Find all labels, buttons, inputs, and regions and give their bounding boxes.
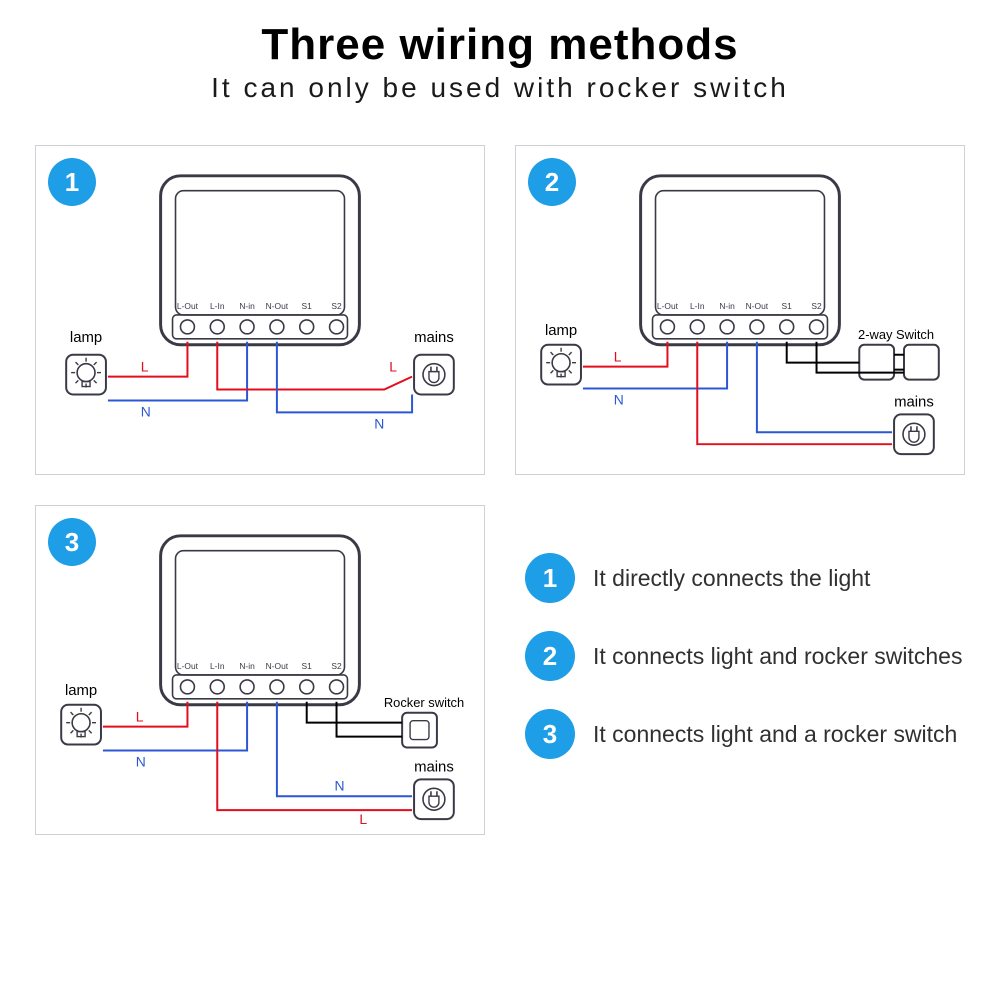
svg-text:L-Out: L-Out [177,301,199,311]
svg-text:2-way Switch: 2-way Switch [858,327,934,342]
wiring-panel-1: 1 L-OutL-InN-inN-OutS1S2 lamp mains L N … [35,145,485,475]
svg-text:N-in: N-in [719,301,735,311]
svg-text:L: L [359,811,367,827]
legend-item-2: 2 It connects light and rocker switches [525,631,965,681]
panel-grid: 1 L-OutL-InN-inN-OutS1S2 lamp mains L N … [35,145,965,835]
svg-text:N: N [136,753,146,769]
svg-text:N: N [141,403,151,419]
svg-text:Rocker switch: Rocker switch [384,695,464,710]
legend: 1 It directly connects the light 2 It co… [515,505,965,835]
svg-text:S1: S1 [302,661,313,671]
svg-text:lamp: lamp [65,683,97,699]
svg-text:lamp: lamp [545,323,577,339]
svg-text:S2: S2 [331,301,342,311]
svg-text:N-Out: N-Out [266,661,289,671]
svg-text:mains: mains [414,330,454,346]
page-title: Three wiring methods [0,20,1000,70]
legend-text-1: It directly connects the light [593,564,870,593]
svg-text:L: L [141,359,149,375]
svg-text:L-In: L-In [210,661,225,671]
svg-text:N-Out: N-Out [746,301,769,311]
wiring-diagram-3: L-Out L-In N-in N-Out S1 S2 lamp mains Rocker… [36,506,484,834]
svg-text:L-Out: L-Out [657,301,679,311]
svg-text:S2: S2 [811,301,822,311]
svg-text:lamp: lamp [70,330,102,346]
legend-item-1: 1 It directly connects the light [525,553,965,603]
svg-text:N: N [614,391,624,407]
wiring-diagram-1: L-OutL-InN-inN-OutS1S2 lamp mains L N L … [36,146,484,474]
legend-text-3: It connects light and a rocker switch [593,720,957,749]
svg-text:mains: mains [414,759,454,775]
legend-badge-2: 2 [525,631,575,681]
svg-text:N-Out: N-Out [266,301,289,311]
svg-text:S1: S1 [302,301,313,311]
wiring-diagram-2: L-Out L-In N-in N-Out S1 S2 lamp mains 2-way … [516,146,964,474]
svg-text:L: L [136,709,144,725]
svg-text:L-Out: L-Out [177,661,199,671]
svg-text:N: N [374,415,384,431]
legend-item-3: 3 It connects light and a rocker switch [525,709,965,759]
svg-text:S2: S2 [331,661,342,671]
svg-text:N-in: N-in [239,301,255,311]
svg-text:L: L [389,359,397,375]
wiring-panel-3: 3 L-OutL-InN-inN-OutS1S2 lamp mains Rock… [35,505,485,835]
svg-text:L-In: L-In [690,301,705,311]
wiring-panel-2: 2 L-OutL-InN-inN-OutS1S2 lamp mains 2-wa… [515,145,965,475]
legend-badge-1: 1 [525,553,575,603]
svg-text:L-In: L-In [210,301,225,311]
svg-text:N: N [335,777,345,793]
svg-text:mains: mains [894,394,934,410]
legend-badge-3: 3 [525,709,575,759]
legend-text-2: It connects light and rocker switches [593,642,962,671]
svg-text:L: L [614,349,622,365]
svg-text:S1: S1 [782,301,793,311]
page-subtitle: It can only be used with rocker switch [0,72,1000,104]
svg-text:N-in: N-in [239,661,255,671]
